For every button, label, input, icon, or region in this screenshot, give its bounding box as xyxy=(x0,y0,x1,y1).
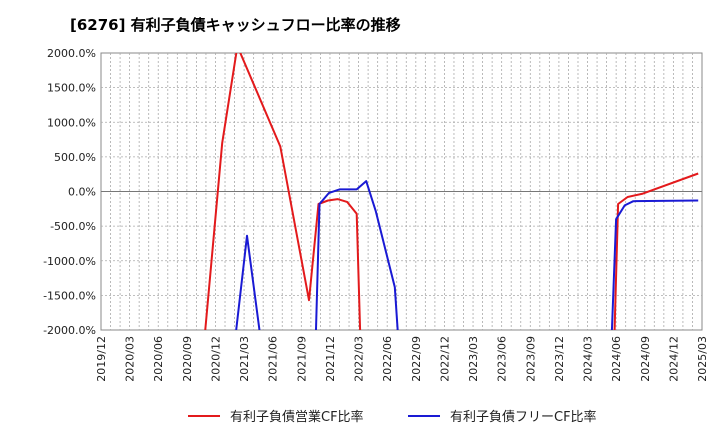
x-tick-label: 2024/06 xyxy=(610,336,623,382)
legend-label-2: 有利子負債フリーCF比率 xyxy=(450,409,597,425)
x-tick-label: 2021/03 xyxy=(238,336,251,382)
x-tick-label: 2022/09 xyxy=(410,336,423,382)
x-tick-label: 2022/06 xyxy=(381,336,394,382)
y-tick-label: -2000.0% xyxy=(43,324,96,337)
x-tick-label: 2021/09 xyxy=(295,336,308,382)
x-tick-label: 2024/12 xyxy=(667,336,680,382)
x-tick-label: 2021/12 xyxy=(324,336,337,382)
x-tick-label: 2023/03 xyxy=(467,336,480,382)
x-tick-label: 2020/09 xyxy=(181,336,194,382)
chart-title: [6276] 有利子負債キャッシュフロー比率の推移 xyxy=(70,16,401,34)
legend: 有利子負債営業CF比率 有利子負債フリーCF比率 xyxy=(188,409,597,425)
grid xyxy=(101,53,702,330)
series-line-1 xyxy=(613,172,699,330)
x-tick-label: 2019/12 xyxy=(95,336,108,382)
y-tick-label: 500.0% xyxy=(54,151,96,164)
series-line-2 xyxy=(235,234,261,330)
x-tick-label: 2022/12 xyxy=(438,336,451,382)
x-tick-label: 2021/06 xyxy=(267,336,280,382)
y-tick-label: 1500.0% xyxy=(47,82,96,95)
series xyxy=(204,53,699,330)
x-tick-label: 2020/12 xyxy=(209,336,222,382)
y-tick-label: -1500.0% xyxy=(43,289,96,302)
x-tick-label: 2023/06 xyxy=(496,336,509,382)
y-tick-label: 2000.0% xyxy=(47,47,96,60)
y-tick-label: -1000.0% xyxy=(43,255,96,268)
y-tick-label: -500.0% xyxy=(50,220,96,233)
y-axis-ticks: 2000.0% 1500.0% 1000.0% 500.0% 0.0% -500.0% -1… xyxy=(43,47,96,337)
x-tick-label: 2024/09 xyxy=(639,336,652,382)
x-tick-label: 2025/03 xyxy=(696,336,709,382)
x-tick-label: 2020/06 xyxy=(152,336,165,382)
legend-label-1: 有利子負債営業CF比率 xyxy=(230,409,364,425)
x-tick-label: 2023/09 xyxy=(524,336,537,382)
y-tick-label: 0.0% xyxy=(68,186,96,199)
x-axis-ticks: 2019/12 2020/03 2020/06 2020/09 2020/12 2021/… xyxy=(95,336,709,382)
series-line-2 xyxy=(610,199,699,330)
series-line-2 xyxy=(314,180,399,330)
y-tick-label: 1000.0% xyxy=(47,116,96,129)
x-tick-label: 2020/03 xyxy=(124,336,137,382)
x-tick-label: 2023/12 xyxy=(553,336,566,382)
x-tick-label: 2022/03 xyxy=(353,336,366,382)
x-tick-label: 2024/03 xyxy=(582,336,595,382)
